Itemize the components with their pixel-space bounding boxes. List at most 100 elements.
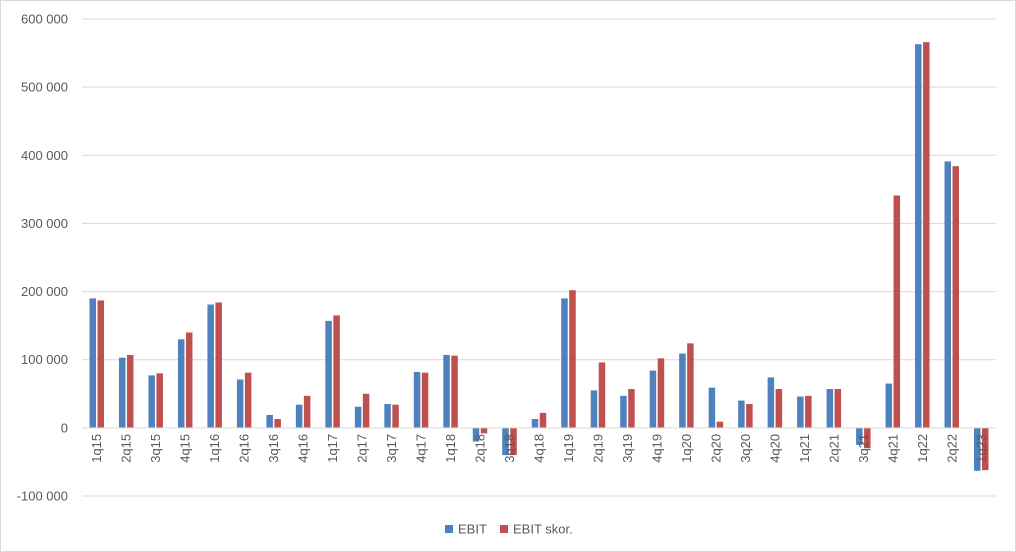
x-tick-label: 4q16 bbox=[296, 434, 311, 463]
y-tick-label: 500 000 bbox=[21, 80, 68, 95]
bar-ebit-skor bbox=[864, 427, 871, 449]
bar-ebit bbox=[679, 353, 686, 428]
bar-ebit bbox=[118, 357, 126, 428]
bar-ebit bbox=[915, 44, 922, 428]
bar-ebit-skor bbox=[539, 412, 547, 428]
bar-ebit-skor bbox=[97, 300, 104, 428]
y-tick-label: 100 000 bbox=[21, 352, 68, 367]
bar-ebit bbox=[944, 161, 952, 428]
legend-label: EBIT skor. bbox=[513, 522, 573, 537]
bar-ebit-skor bbox=[598, 362, 606, 428]
x-tick-label: 1q15 bbox=[89, 434, 104, 463]
x-tick-label: 3q20 bbox=[738, 434, 753, 463]
bar-ebit bbox=[207, 304, 214, 428]
bar-ebit-skor bbox=[421, 372, 429, 428]
bar-ebit-skor bbox=[893, 195, 901, 428]
bar-ebit bbox=[443, 354, 450, 428]
bar-ebit bbox=[620, 395, 627, 428]
x-tick-label: 4q20 bbox=[767, 434, 782, 463]
legend-item: EBIT bbox=[445, 522, 487, 537]
bar-ebit-skor bbox=[362, 393, 370, 428]
x-tick-label: 3q19 bbox=[620, 434, 635, 463]
x-tick-label: 1q16 bbox=[207, 434, 222, 463]
x-tick-label: 4q17 bbox=[414, 434, 429, 463]
x-tick-label: 2q19 bbox=[590, 434, 605, 463]
x-tick-label: 1q22 bbox=[915, 434, 930, 463]
bar-ebit bbox=[236, 379, 244, 428]
bar-ebit-skor bbox=[628, 389, 635, 428]
bar-ebit bbox=[266, 414, 273, 428]
bar-ebit bbox=[767, 377, 775, 428]
bar-ebit-skor bbox=[333, 315, 340, 428]
x-tick-label: 3q15 bbox=[148, 434, 163, 463]
bar-ebit bbox=[856, 427, 863, 445]
bar-ebit bbox=[826, 389, 834, 428]
x-tick-label: 2q18 bbox=[473, 434, 488, 463]
x-tick-label: 1q20 bbox=[679, 434, 694, 463]
x-tick-label: 4q15 bbox=[178, 434, 193, 463]
bar-ebit bbox=[974, 427, 981, 471]
bar-ebit-skor bbox=[480, 427, 488, 434]
y-tick-label: 300 000 bbox=[21, 216, 68, 231]
bar-ebit bbox=[738, 400, 745, 428]
x-tick-label: 2q22 bbox=[944, 434, 959, 463]
bar-ebit bbox=[325, 320, 332, 428]
x-tick-label: 2q17 bbox=[355, 434, 370, 463]
legend-item: EBIT skor. bbox=[500, 522, 573, 537]
x-tick-label: 3q18 bbox=[502, 434, 517, 463]
y-tick-label: -100 000 bbox=[17, 489, 68, 504]
x-tick-label: 3q16 bbox=[266, 434, 281, 463]
legend-swatch bbox=[500, 525, 508, 533]
x-tick-label: 3q21 bbox=[856, 434, 871, 463]
bar-ebit bbox=[295, 404, 303, 428]
bar-ebit bbox=[472, 427, 480, 442]
bar-ebit bbox=[502, 427, 509, 456]
bar-ebit-skor bbox=[805, 395, 812, 428]
y-tick-label: 200 000 bbox=[21, 284, 68, 299]
y-tick-label: 600 000 bbox=[21, 12, 68, 27]
x-tick-label: 1q21 bbox=[797, 434, 812, 463]
bar-ebit-skor bbox=[775, 389, 783, 428]
legend-swatch bbox=[445, 525, 453, 533]
bar-ebit-skor bbox=[716, 421, 724, 428]
bar-ebit bbox=[885, 383, 893, 428]
bar-ebit-skor bbox=[156, 373, 163, 428]
bar-ebit bbox=[413, 371, 421, 428]
bar-ebit bbox=[797, 396, 804, 428]
bar-ebit bbox=[177, 339, 185, 428]
legend-label: EBIT bbox=[458, 522, 487, 537]
bar-ebit-skor bbox=[274, 419, 281, 428]
bar-ebit-skor bbox=[982, 427, 989, 471]
gridlines bbox=[82, 18, 996, 497]
bar-ebit-skor bbox=[923, 42, 930, 428]
y-axis-tick-labels: -100 000 0 100 000 200 000 300 000 400 000 500… bbox=[17, 12, 68, 504]
bar-ebit-skor bbox=[303, 395, 311, 428]
x-tick-label: 3q17 bbox=[384, 434, 399, 463]
bar-ebit-skor bbox=[952, 166, 960, 428]
x-tick-label: 4q19 bbox=[649, 434, 664, 463]
bar-ebit-skor bbox=[657, 358, 665, 428]
bar-ebit bbox=[384, 404, 391, 428]
bar-ebit-skor bbox=[687, 343, 694, 428]
bar-ebit-skor bbox=[392, 404, 399, 428]
bar-ebit-skor bbox=[185, 332, 193, 428]
bar-ebit-skor bbox=[244, 372, 252, 428]
x-tick-label: 1q17 bbox=[325, 434, 340, 463]
x-tick-label: 4q21 bbox=[885, 434, 900, 463]
x-tick-label: 2q20 bbox=[708, 434, 723, 463]
x-tick-label: 2q16 bbox=[237, 434, 252, 463]
bar-ebit-skor bbox=[451, 355, 458, 428]
x-tick-label: 1q19 bbox=[561, 434, 576, 463]
x-axis-tick-labels: 1q15 2q15 3q15 4q15 1q16 2q16 3q16 4q16 1q17 2q17… bbox=[89, 434, 989, 463]
bar-ebit-skor bbox=[569, 290, 576, 428]
y-tick-label: 400 000 bbox=[21, 148, 68, 163]
bar-ebit bbox=[89, 298, 96, 428]
bar-ebit bbox=[354, 406, 362, 428]
bar-ebit-skor bbox=[834, 389, 842, 428]
bar-ebit bbox=[708, 387, 716, 428]
x-tick-label: 1q18 bbox=[443, 434, 458, 463]
y-tick-label: 0 bbox=[61, 420, 68, 435]
legend: EBIT EBIT skor. bbox=[445, 522, 573, 537]
